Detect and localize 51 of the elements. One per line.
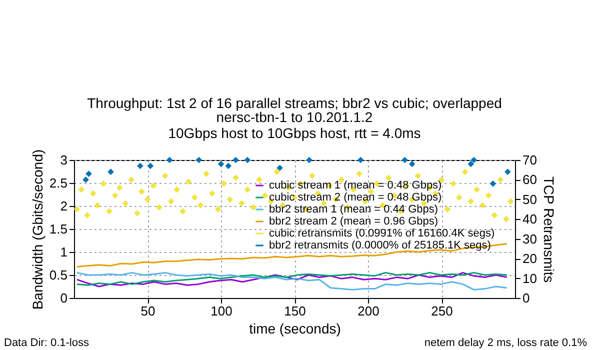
y2-tick-label: 10 <box>522 270 537 286</box>
y2-tick-label: 40 <box>522 212 537 227</box>
point <box>276 164 283 172</box>
point <box>402 156 408 164</box>
point <box>468 160 474 168</box>
y-tick-label: 2.5 <box>49 176 68 190</box>
point <box>108 168 114 175</box>
point <box>504 168 511 175</box>
point <box>490 180 496 187</box>
x-tick-label: 50 <box>140 304 156 318</box>
y2-tick-label: 20 <box>522 251 537 266</box>
x-tick-label: 100 <box>210 304 232 318</box>
point <box>196 156 202 164</box>
point <box>306 156 312 164</box>
y-tick-label: 1.5 <box>49 222 68 236</box>
point <box>136 162 144 170</box>
point <box>225 162 232 170</box>
point <box>244 156 251 164</box>
x-tick-label: 250 <box>431 304 453 318</box>
y2-tick-label: 0 <box>522 290 530 306</box>
legend-label: cubic retransmits (0.0991% of 16160.4K segs) <box>269 228 495 240</box>
x-tick-label: 150 <box>284 304 306 318</box>
point <box>218 160 224 168</box>
y-tick-label: 1 <box>60 244 68 260</box>
point <box>232 156 239 164</box>
line-series <box>76 242 508 268</box>
y-axis-title: Bandwidth (Gbits/second) <box>29 149 46 310</box>
chart-title: Throughput: 1st 2 of 16 parallel streams; bbr2 vs cubic; overlapped <box>87 94 502 111</box>
y-tick-label: 0.5 <box>49 268 68 282</box>
x-axis-title: time (seconds) <box>249 320 341 336</box>
text: netem delay 2 ms, loss rate 0.1% <box>424 337 588 349</box>
y2-tick-label: 70 <box>522 152 537 168</box>
y-tick-label: 2 <box>60 198 68 214</box>
legend-label: bbr2 stream 2 (mean = 0.96 Gbps) <box>269 216 438 228</box>
text: Data Dir: 0.1-loss <box>4 337 90 349</box>
point <box>408 160 416 168</box>
chart-subtitle: nersc-tbn-1 to 10.201.1.2 10Gbps host to 10Gbps host, rtt = 4.0ms <box>168 108 421 141</box>
y2-tick-label: 50 <box>522 192 537 207</box>
y2-tick-label: 30 <box>522 231 537 246</box>
point <box>470 156 477 164</box>
point <box>86 170 92 177</box>
y-tick-label: 0 <box>60 290 68 306</box>
y2-axis-title: TCP Retransmits <box>540 176 557 283</box>
y2-tick-label: 60 <box>522 172 537 188</box>
point <box>82 176 89 183</box>
point <box>147 162 154 170</box>
point <box>357 156 364 164</box>
y-tick-label: 3 <box>60 152 68 168</box>
line-series <box>76 272 508 290</box>
point <box>166 156 173 164</box>
x-tick-label: 200 <box>358 304 380 318</box>
